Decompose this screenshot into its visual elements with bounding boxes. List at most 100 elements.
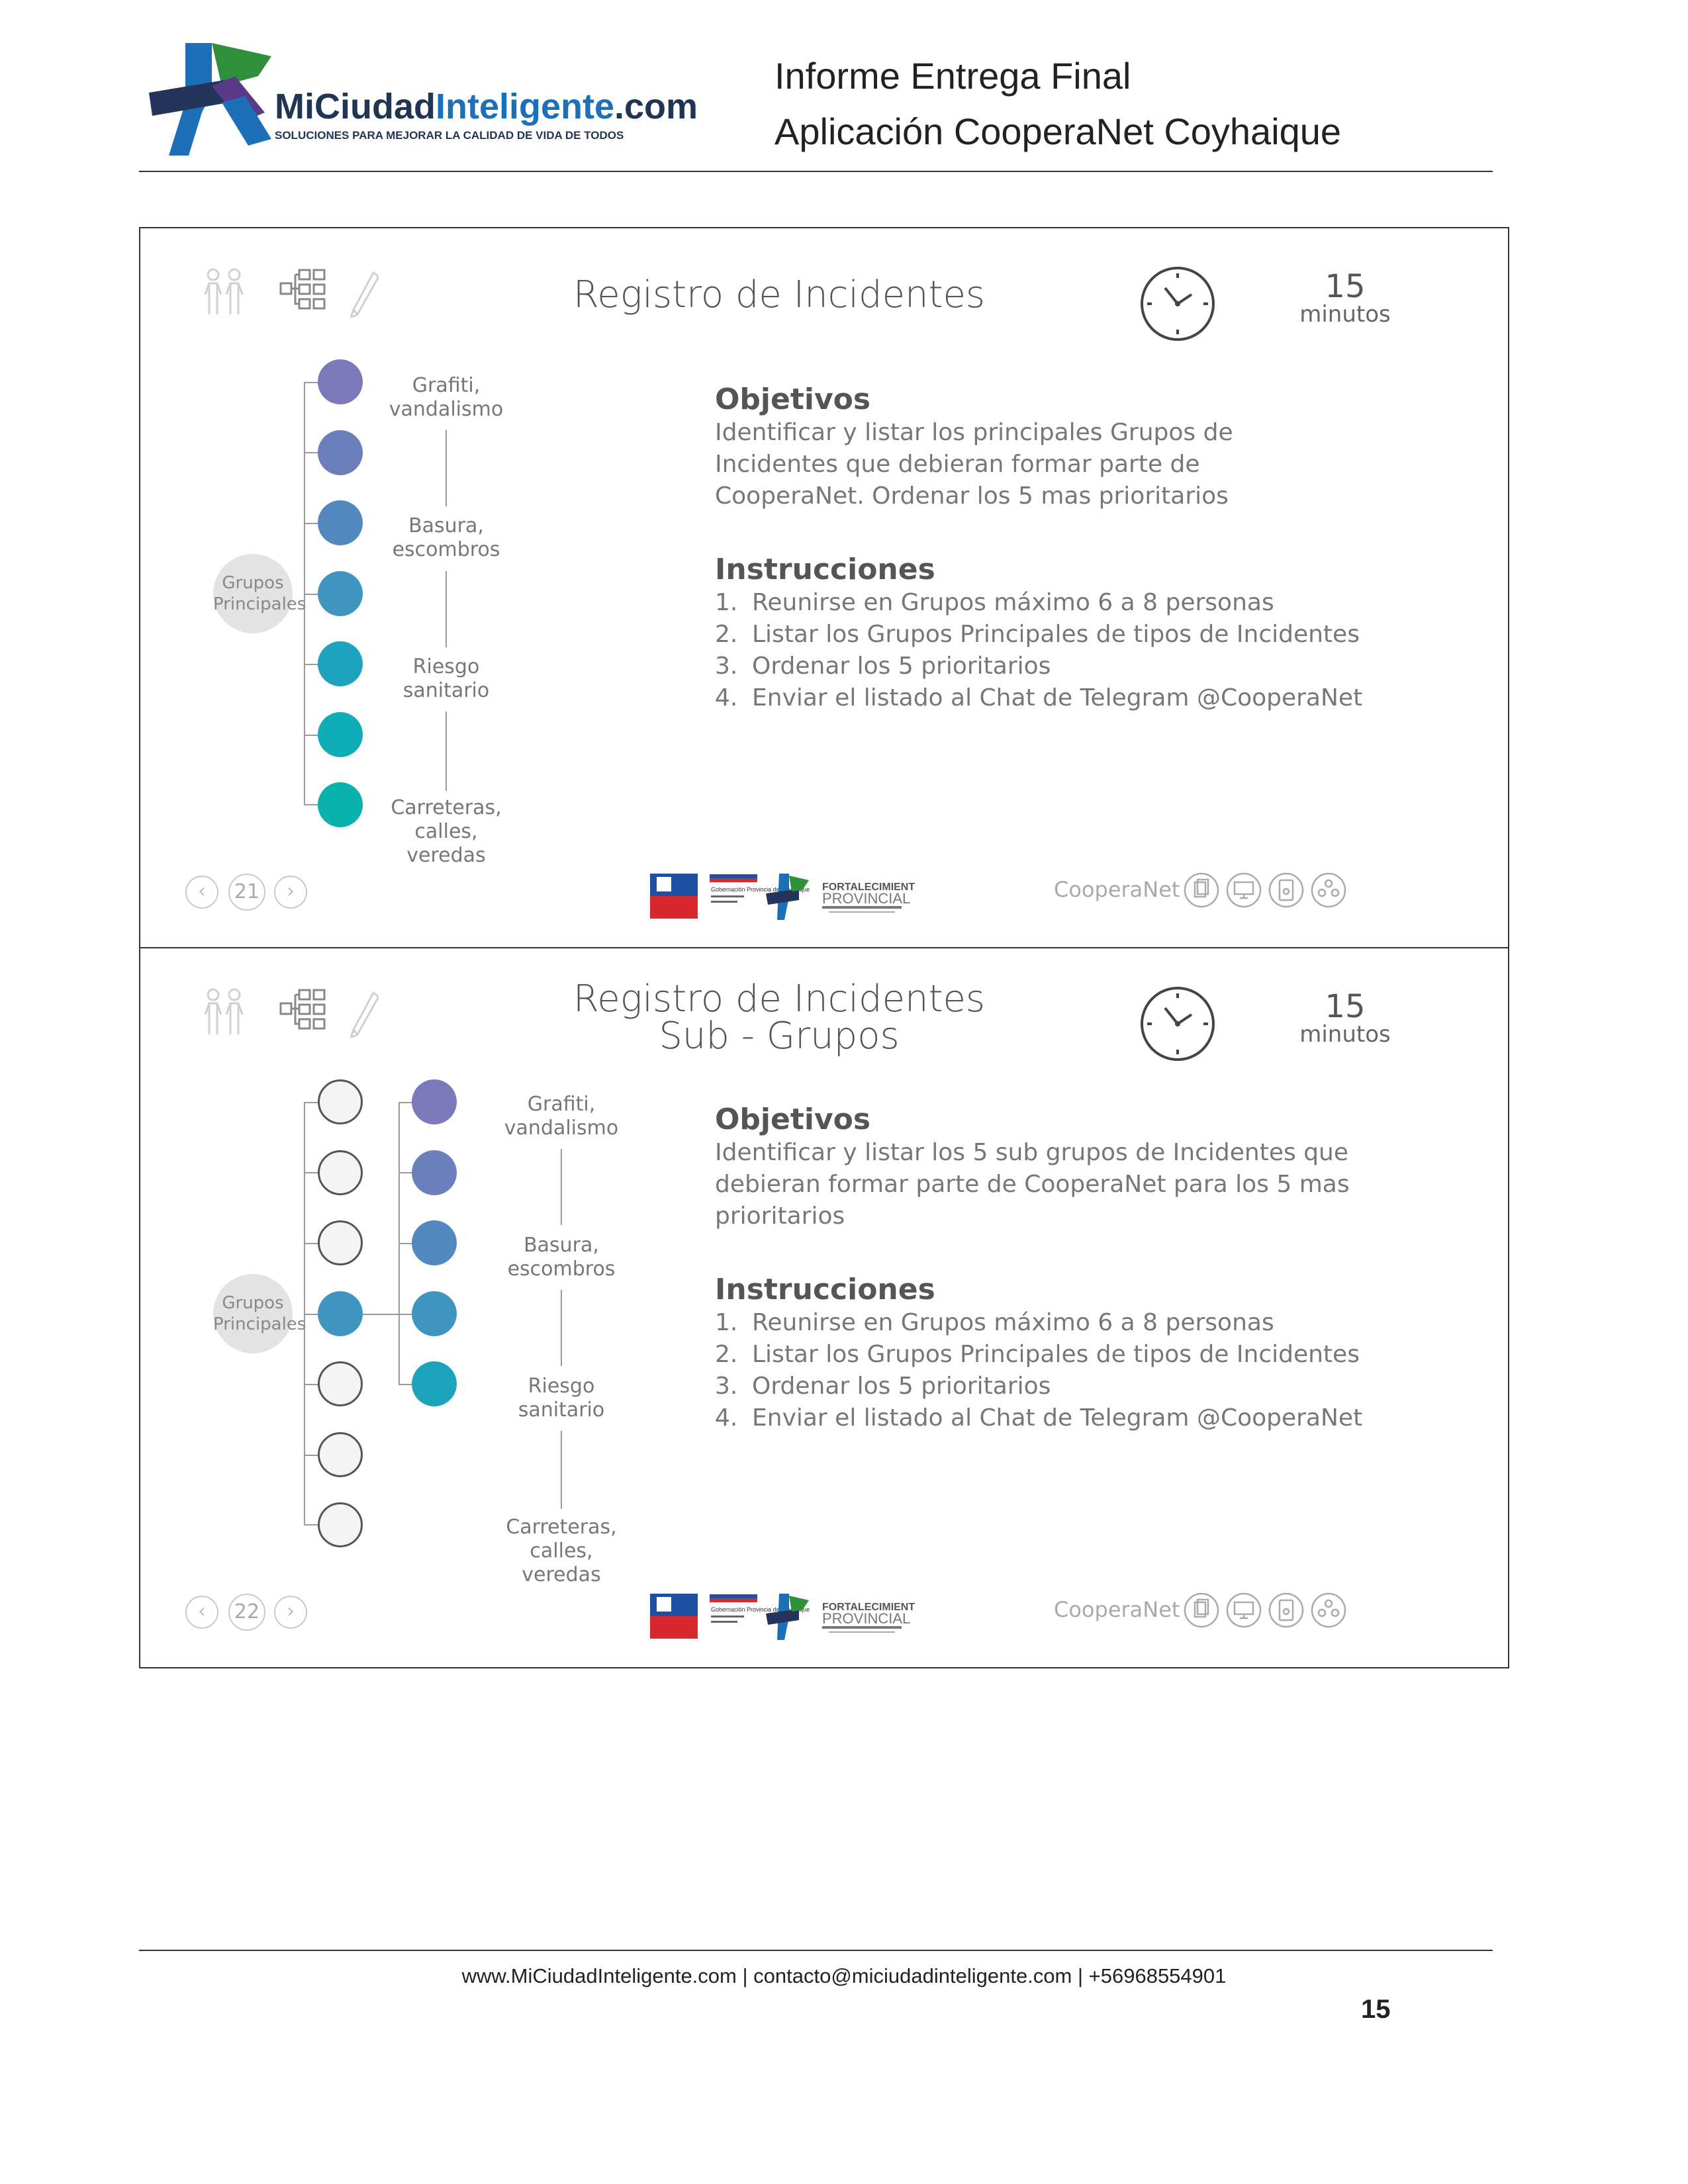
- group-circle-empty: [318, 1150, 363, 1195]
- group-circle-5: [318, 641, 363, 686]
- category-label-3: Riesgo sanitario: [518, 1375, 605, 1422]
- prev-slide-button[interactable]: ‹: [185, 1596, 218, 1629]
- instruction-item: 2. Listar los Grupos Principales de tipos…: [715, 621, 1360, 648]
- gobernacion-logo: Gobernación Provincia de Coyhaique: [710, 874, 810, 903]
- subgroup-circle-4: [412, 1291, 457, 1336]
- group-circle-3: [318, 500, 363, 545]
- category-divider: [561, 1149, 562, 1225]
- instruction-item: 4. Enviar el listado al Chat de Telegram …: [715, 1404, 1363, 1432]
- category-divider: [561, 1431, 562, 1509]
- pencil-icon: [350, 991, 379, 1038]
- document-icon: [1194, 878, 1209, 898]
- instruction-item: 3. Ordenar los 5 prioritarios: [715, 653, 1051, 680]
- slide-subtitle: Sub - Grupos: [659, 1015, 900, 1058]
- group-icon: [1317, 879, 1340, 897]
- category-divider: [445, 571, 447, 647]
- footer-rule: [139, 1950, 1493, 1951]
- category-label-3: Riesgo sanitario: [402, 655, 490, 702]
- gobierno-chile-logo: [650, 1594, 698, 1639]
- monitor-icon: [1233, 881, 1254, 899]
- sponsor-logos: Gobernación Provincia de Coyhaique FORTA…: [650, 874, 915, 920]
- logo-word-2: Inteligente: [435, 87, 615, 126]
- logo-word-1: MiCiudad: [275, 87, 436, 126]
- subgroup-circle-3: [412, 1220, 457, 1265]
- group-circle-7: [318, 782, 363, 827]
- slide-toolbar-icons: [204, 988, 379, 1038]
- group-badge: Grupos Principales: [213, 1274, 306, 1353]
- objectives-heading: Objetivos: [715, 383, 871, 416]
- svg-text:Gobernación Provincia de Coyha: Gobernación Provincia de Coyhaique: [711, 886, 810, 893]
- monitor-icon: [1233, 1601, 1254, 1619]
- people-icon: [204, 988, 244, 1034]
- timer-value: 15: [1325, 988, 1366, 1025]
- pencil-icon: [350, 271, 379, 318]
- svg-text:FORTALECIMIENTO: FORTALECIMIENTO: [822, 1602, 915, 1613]
- instruction-item: 2. Listar los Grupos Principales de tipos…: [715, 1341, 1360, 1368]
- category-divider: [561, 1290, 562, 1366]
- svg-text:Gobernación Provincia de Coyha: Gobernación Provincia de Coyhaique: [711, 1606, 810, 1613]
- group-badge: Grupos Principales: [213, 554, 306, 633]
- utility-icons: [1184, 1592, 1346, 1628]
- instruction-item: 4. Enviar el listado al Chat de Telegram …: [715, 684, 1363, 711]
- header-rule: [139, 171, 1493, 172]
- document-icon: [1194, 1598, 1209, 1618]
- sponsor-logos: Gobernación Provincia de Coyhaique FORTA…: [650, 1594, 915, 1640]
- subgroup-circle-2: [412, 1150, 457, 1195]
- group-icon: [1317, 1599, 1340, 1617]
- svg-text:PROVINCIAL: PROVINCIAL: [822, 890, 910, 907]
- slide-registro-subgrupos: Registro de Incidentes Sub - Grupos 15 m…: [139, 947, 1509, 1668]
- group-circle-empty: [318, 1220, 363, 1265]
- group-circle-6: [318, 712, 363, 757]
- svg-text:FORTALECIMIENTO: FORTALECIMIENTO: [822, 882, 915, 893]
- instruction-item: 1. Reunirse en Grupos máximo 6 a 8 person…: [715, 1309, 1274, 1336]
- logo-word-3: .com: [614, 87, 698, 126]
- timer-unit: minutos: [1299, 1021, 1391, 1048]
- category-label-1: Grafiti, vandalismo: [389, 374, 504, 421]
- tablet-icon: [1278, 879, 1294, 901]
- group-circle-empty: [318, 1361, 363, 1406]
- prev-slide-button[interactable]: ‹: [185, 876, 218, 909]
- miciudad-mini-logo: [766, 1594, 809, 1640]
- brand-label: CooperaNet: [1054, 1597, 1180, 1622]
- group-circle-empty: [318, 1432, 363, 1477]
- category-label-2: Basura, escombros: [392, 514, 500, 561]
- svg-text:PROVINCIAL: PROVINCIAL: [822, 1610, 910, 1627]
- fortalecimiento-logo: FORTALECIMIENTO PROVINCIAL: [822, 1602, 915, 1633]
- hierarchy-icon: [279, 989, 326, 1030]
- gobierno-chile-logo: [650, 874, 698, 919]
- next-slide-button[interactable]: ›: [274, 1596, 307, 1629]
- group-circle-2: [318, 430, 363, 475]
- timer-value: 15: [1325, 268, 1366, 305]
- fortalecimiento-logo: FORTALECIMIENTO PROVINCIAL: [822, 882, 915, 913]
- tablet-icon: [1278, 1599, 1294, 1621]
- page-number: 15: [1361, 1995, 1391, 2024]
- instructions-heading: Instrucciones: [715, 553, 935, 586]
- utility-icons: [1184, 872, 1346, 908]
- logo-tagline: SOLUCIONES PARA MEJORAR LA CALIDAD DE VI…: [275, 129, 624, 142]
- category-label-4: Carreteras, calles, veredas: [506, 1516, 617, 1586]
- category-label-2: Basura, escombros: [507, 1234, 616, 1281]
- logo-mark-icon: [149, 43, 271, 156]
- subtree-connector: [363, 1314, 399, 1315]
- brand-label: CooperaNet: [1054, 877, 1180, 902]
- clock-icon: [1141, 987, 1215, 1061]
- objectives-text: Identificar y listar los principales Gru…: [715, 419, 1233, 510]
- slide-page-number: 21: [228, 874, 265, 911]
- miciudad-mini-logo: [766, 874, 809, 920]
- slide-page-number: 22: [228, 1594, 265, 1631]
- hierarchy-icon: [279, 269, 326, 310]
- slide-title: Registro de Incidentes: [573, 273, 986, 316]
- gobernacion-logo: Gobernación Provincia de Coyhaique: [710, 1594, 810, 1623]
- instructions-heading: Instrucciones: [715, 1273, 935, 1306]
- category-divider: [445, 430, 447, 506]
- category-label-1: Grafiti, vandalismo: [504, 1093, 619, 1140]
- category-label-4: Carreteras, calles, veredas: [391, 796, 502, 867]
- objectives-text: Identificar y listar los 5 sub grupos de…: [715, 1139, 1350, 1230]
- slide-toolbar-icons: [204, 268, 379, 318]
- objectives-heading: Objetivos: [715, 1103, 871, 1136]
- logo-wordmark: MiCiudadInteligente.com: [275, 86, 698, 127]
- next-slide-button[interactable]: ›: [274, 876, 307, 909]
- company-logo: MiCiudadInteligente.com SOLUCIONES PARA …: [149, 40, 698, 165]
- footer-contact: www.MiCiudadInteligente.com | contacto@m…: [461, 1964, 1227, 1987]
- subgroup-circle-1: [412, 1079, 457, 1124]
